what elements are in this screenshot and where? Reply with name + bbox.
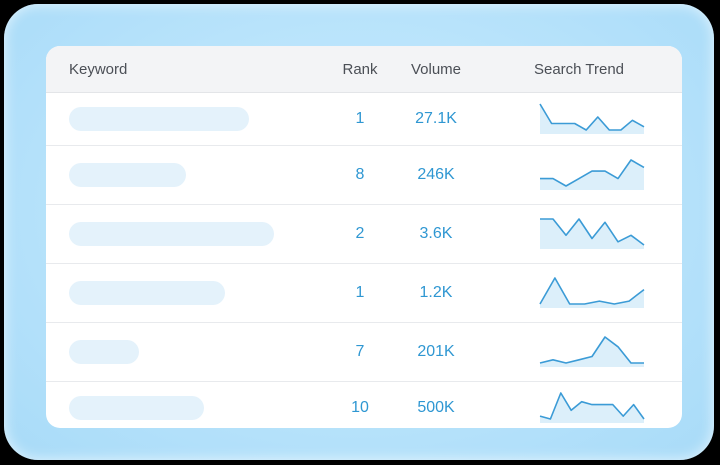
search-trend-sparkline [540,218,645,249]
keyword-placeholder-bar [69,107,249,131]
volume-value: 3.6K [419,225,453,242]
rank-value: 10 [351,399,369,416]
table-row[interactable]: 7 201K [46,323,682,382]
search-trend-sparkline [539,277,645,308]
table-body: 1 27.1K 8 246K 2 3.6K 1 1.2K [46,93,682,428]
column-header-volume[interactable]: Volume [410,61,462,78]
trend-area [540,219,644,249]
column-header-search-trend[interactable]: Search Trend [533,61,625,78]
table-row[interactable]: 8 246K [46,146,682,205]
column-header-keyword[interactable]: Keyword [69,61,128,78]
trend-area [540,160,644,190]
trend-line [539,392,645,420]
trend-area [540,393,644,423]
keyword-placeholder-bar [69,222,274,246]
volume-value: 27.1K [415,110,457,127]
table-row[interactable]: 1 27.1K [46,93,682,146]
keyword-placeholder-bar [69,281,225,305]
keyword-placeholder-bar [69,396,204,420]
rank-value: 1 [355,284,365,301]
trend-line [540,159,645,187]
trend-line [540,218,645,246]
keyword-placeholder-bar [69,340,139,364]
trend-line [539,103,645,131]
column-header-rank[interactable]: Rank [342,61,378,78]
trend-area [540,104,644,134]
rank-value: 1 [355,110,365,127]
trend-area [540,337,644,367]
table-row[interactable]: 10 500K [46,382,682,428]
search-trend-sparkline [539,103,645,134]
search-trend-sparkline [539,392,645,423]
volume-value: 1.2K [419,284,453,301]
trend-line [539,336,644,364]
background-frame: Keyword Rank Volume Search Trend 1 27.1K… [4,4,714,460]
table-row[interactable]: 2 3.6K [46,205,682,264]
search-trend-sparkline [539,336,644,367]
rank-value: 7 [355,343,365,360]
rank-value: 2 [355,225,365,242]
keyword-placeholder-bar [69,163,186,187]
volume-value: 246K [417,166,455,183]
volume-value: 500K [417,399,455,416]
keyword-table-card: Keyword Rank Volume Search Trend 1 27.1K… [46,46,682,428]
trend-line [539,277,645,305]
table-header: Keyword Rank Volume Search Trend [46,46,682,93]
trend-area [540,278,644,308]
search-trend-sparkline [540,159,645,190]
table-row[interactable]: 1 1.2K [46,264,682,323]
rank-value: 8 [355,166,365,183]
volume-value: 201K [417,343,455,360]
